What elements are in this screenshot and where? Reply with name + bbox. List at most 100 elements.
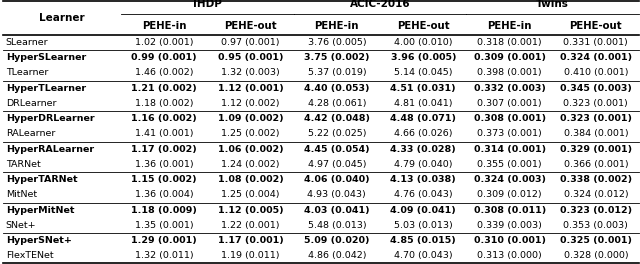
Text: 0.384 (0.001): 0.384 (0.001) [563, 129, 628, 138]
Text: 0.309 (0.001): 0.309 (0.001) [474, 53, 546, 62]
Text: 0.309 (0.012): 0.309 (0.012) [477, 190, 542, 199]
Text: 0.307 (0.001): 0.307 (0.001) [477, 99, 542, 108]
Text: 1.12 (0.002): 1.12 (0.002) [221, 99, 280, 108]
Text: 4.79 (0.040): 4.79 (0.040) [394, 160, 452, 169]
Text: TARNet: TARNet [6, 160, 40, 169]
Text: 0.329 (0.001): 0.329 (0.001) [560, 145, 632, 154]
Text: HyperSLearner: HyperSLearner [6, 53, 86, 62]
Text: 0.345 (0.003): 0.345 (0.003) [560, 84, 632, 93]
Text: PEHE-out: PEHE-out [397, 21, 449, 31]
Text: 0.308 (0.001): 0.308 (0.001) [474, 114, 546, 123]
Text: 0.373 (0.001): 0.373 (0.001) [477, 129, 542, 138]
Text: 0.323 (0.001): 0.323 (0.001) [560, 114, 632, 123]
Text: 0.313 (0.000): 0.313 (0.000) [477, 251, 542, 260]
Text: 0.324 (0.001): 0.324 (0.001) [560, 53, 632, 62]
Text: 0.318 (0.001): 0.318 (0.001) [477, 38, 542, 47]
Text: 1.15 (0.002): 1.15 (0.002) [131, 175, 196, 184]
Text: HyperTLearner: HyperTLearner [6, 84, 86, 93]
Text: 1.17 (0.001): 1.17 (0.001) [218, 236, 284, 245]
Text: 4.70 (0.043): 4.70 (0.043) [394, 251, 452, 260]
Text: 5.22 (0.025): 5.22 (0.025) [308, 129, 366, 138]
Text: 1.29 (0.001): 1.29 (0.001) [131, 236, 197, 245]
Text: PEHE-in: PEHE-in [488, 21, 532, 31]
Text: 4.45 (0.054): 4.45 (0.054) [304, 145, 370, 154]
Text: 1.22 (0.001): 1.22 (0.001) [221, 221, 280, 230]
Text: 0.339 (0.003): 0.339 (0.003) [477, 221, 542, 230]
Text: 4.51 (0.031): 4.51 (0.031) [390, 84, 456, 93]
Text: 0.353 (0.003): 0.353 (0.003) [563, 221, 628, 230]
Text: 1.16 (0.002): 1.16 (0.002) [131, 114, 197, 123]
Text: 4.13 (0.038): 4.13 (0.038) [390, 175, 456, 184]
Text: 4.48 (0.071): 4.48 (0.071) [390, 114, 456, 123]
Text: 0.314 (0.001): 0.314 (0.001) [474, 145, 546, 154]
Text: 1.35 (0.001): 1.35 (0.001) [134, 221, 193, 230]
Text: 3.75 (0.002): 3.75 (0.002) [304, 53, 369, 62]
Text: 4.40 (0.053): 4.40 (0.053) [304, 84, 369, 93]
Text: 4.85 (0.015): 4.85 (0.015) [390, 236, 456, 245]
Text: 1.02 (0.001): 1.02 (0.001) [135, 38, 193, 47]
Text: HyperDRLearner: HyperDRLearner [6, 114, 94, 123]
Text: 0.95 (0.001): 0.95 (0.001) [218, 53, 283, 62]
Text: 1.08 (0.002): 1.08 (0.002) [218, 175, 284, 184]
Text: 0.308 (0.011): 0.308 (0.011) [474, 206, 546, 215]
Text: PEHE-in: PEHE-in [315, 21, 359, 31]
Text: 1.09 (0.002): 1.09 (0.002) [218, 114, 284, 123]
Text: 0.338 (0.002): 0.338 (0.002) [560, 175, 632, 184]
Text: 4.76 (0.043): 4.76 (0.043) [394, 190, 452, 199]
Text: 1.36 (0.001): 1.36 (0.001) [134, 160, 193, 169]
Text: 0.355 (0.001): 0.355 (0.001) [477, 160, 542, 169]
Text: 4.28 (0.061): 4.28 (0.061) [308, 99, 366, 108]
Text: HyperMitNet: HyperMitNet [6, 206, 74, 215]
Text: DRLearner: DRLearner [6, 99, 56, 108]
Text: 1.18 (0.002): 1.18 (0.002) [135, 99, 193, 108]
Text: 3.96 (0.005): 3.96 (0.005) [390, 53, 456, 62]
Text: 0.99 (0.001): 0.99 (0.001) [131, 53, 196, 62]
Text: 4.86 (0.042): 4.86 (0.042) [308, 251, 366, 260]
Text: 0.328 (0.000): 0.328 (0.000) [563, 251, 628, 260]
Text: 1.24 (0.002): 1.24 (0.002) [221, 160, 280, 169]
Text: 1.41 (0.001): 1.41 (0.001) [135, 129, 193, 138]
Text: IHDP: IHDP [193, 0, 221, 10]
Text: 0.331 (0.001): 0.331 (0.001) [563, 38, 628, 47]
Text: 5.09 (0.020): 5.09 (0.020) [304, 236, 369, 245]
Text: 1.46 (0.002): 1.46 (0.002) [135, 68, 193, 77]
Text: 1.25 (0.004): 1.25 (0.004) [221, 190, 280, 199]
Text: 4.03 (0.041): 4.03 (0.041) [304, 206, 370, 215]
Text: 4.33 (0.028): 4.33 (0.028) [390, 145, 456, 154]
Text: HyperRALearner: HyperRALearner [6, 145, 94, 154]
Text: HyperSNet+: HyperSNet+ [6, 236, 72, 245]
Text: HyperTARNet: HyperTARNet [6, 175, 77, 184]
Text: PEHE-in: PEHE-in [141, 21, 186, 31]
Text: 1.19 (0.011): 1.19 (0.011) [221, 251, 280, 260]
Text: 0.324 (0.012): 0.324 (0.012) [563, 190, 628, 199]
Text: 4.09 (0.041): 4.09 (0.041) [390, 206, 456, 215]
Text: 4.66 (0.026): 4.66 (0.026) [394, 129, 452, 138]
Text: 1.18 (0.009): 1.18 (0.009) [131, 206, 197, 215]
Text: MitNet: MitNet [6, 190, 37, 199]
Text: 1.17 (0.002): 1.17 (0.002) [131, 145, 197, 154]
Text: 1.12 (0.005): 1.12 (0.005) [218, 206, 284, 215]
Text: Learner: Learner [39, 13, 84, 23]
Text: 5.37 (0.019): 5.37 (0.019) [308, 68, 366, 77]
Text: 0.323 (0.001): 0.323 (0.001) [563, 99, 628, 108]
Text: 4.93 (0.043): 4.93 (0.043) [307, 190, 366, 199]
Text: 4.97 (0.045): 4.97 (0.045) [308, 160, 366, 169]
Text: PEHE-out: PEHE-out [224, 21, 276, 31]
Text: 0.323 (0.012): 0.323 (0.012) [560, 206, 632, 215]
Text: 0.324 (0.003): 0.324 (0.003) [474, 175, 546, 184]
Text: 1.32 (0.003): 1.32 (0.003) [221, 68, 280, 77]
Text: 1.12 (0.001): 1.12 (0.001) [218, 84, 284, 93]
Text: 1.32 (0.011): 1.32 (0.011) [134, 251, 193, 260]
Text: 0.410 (0.001): 0.410 (0.001) [564, 68, 628, 77]
Text: 4.42 (0.048): 4.42 (0.048) [304, 114, 370, 123]
Text: RALearner: RALearner [6, 129, 55, 138]
Text: 1.21 (0.002): 1.21 (0.002) [131, 84, 197, 93]
Text: 3.76 (0.005): 3.76 (0.005) [308, 38, 366, 47]
Text: 0.398 (0.001): 0.398 (0.001) [477, 68, 542, 77]
Text: 0.97 (0.001): 0.97 (0.001) [221, 38, 280, 47]
Text: 5.03 (0.013): 5.03 (0.013) [394, 221, 452, 230]
Text: 5.14 (0.045): 5.14 (0.045) [394, 68, 452, 77]
Text: 0.332 (0.003): 0.332 (0.003) [474, 84, 546, 93]
Text: SLearner: SLearner [6, 38, 49, 47]
Text: SNet+: SNet+ [6, 221, 36, 230]
